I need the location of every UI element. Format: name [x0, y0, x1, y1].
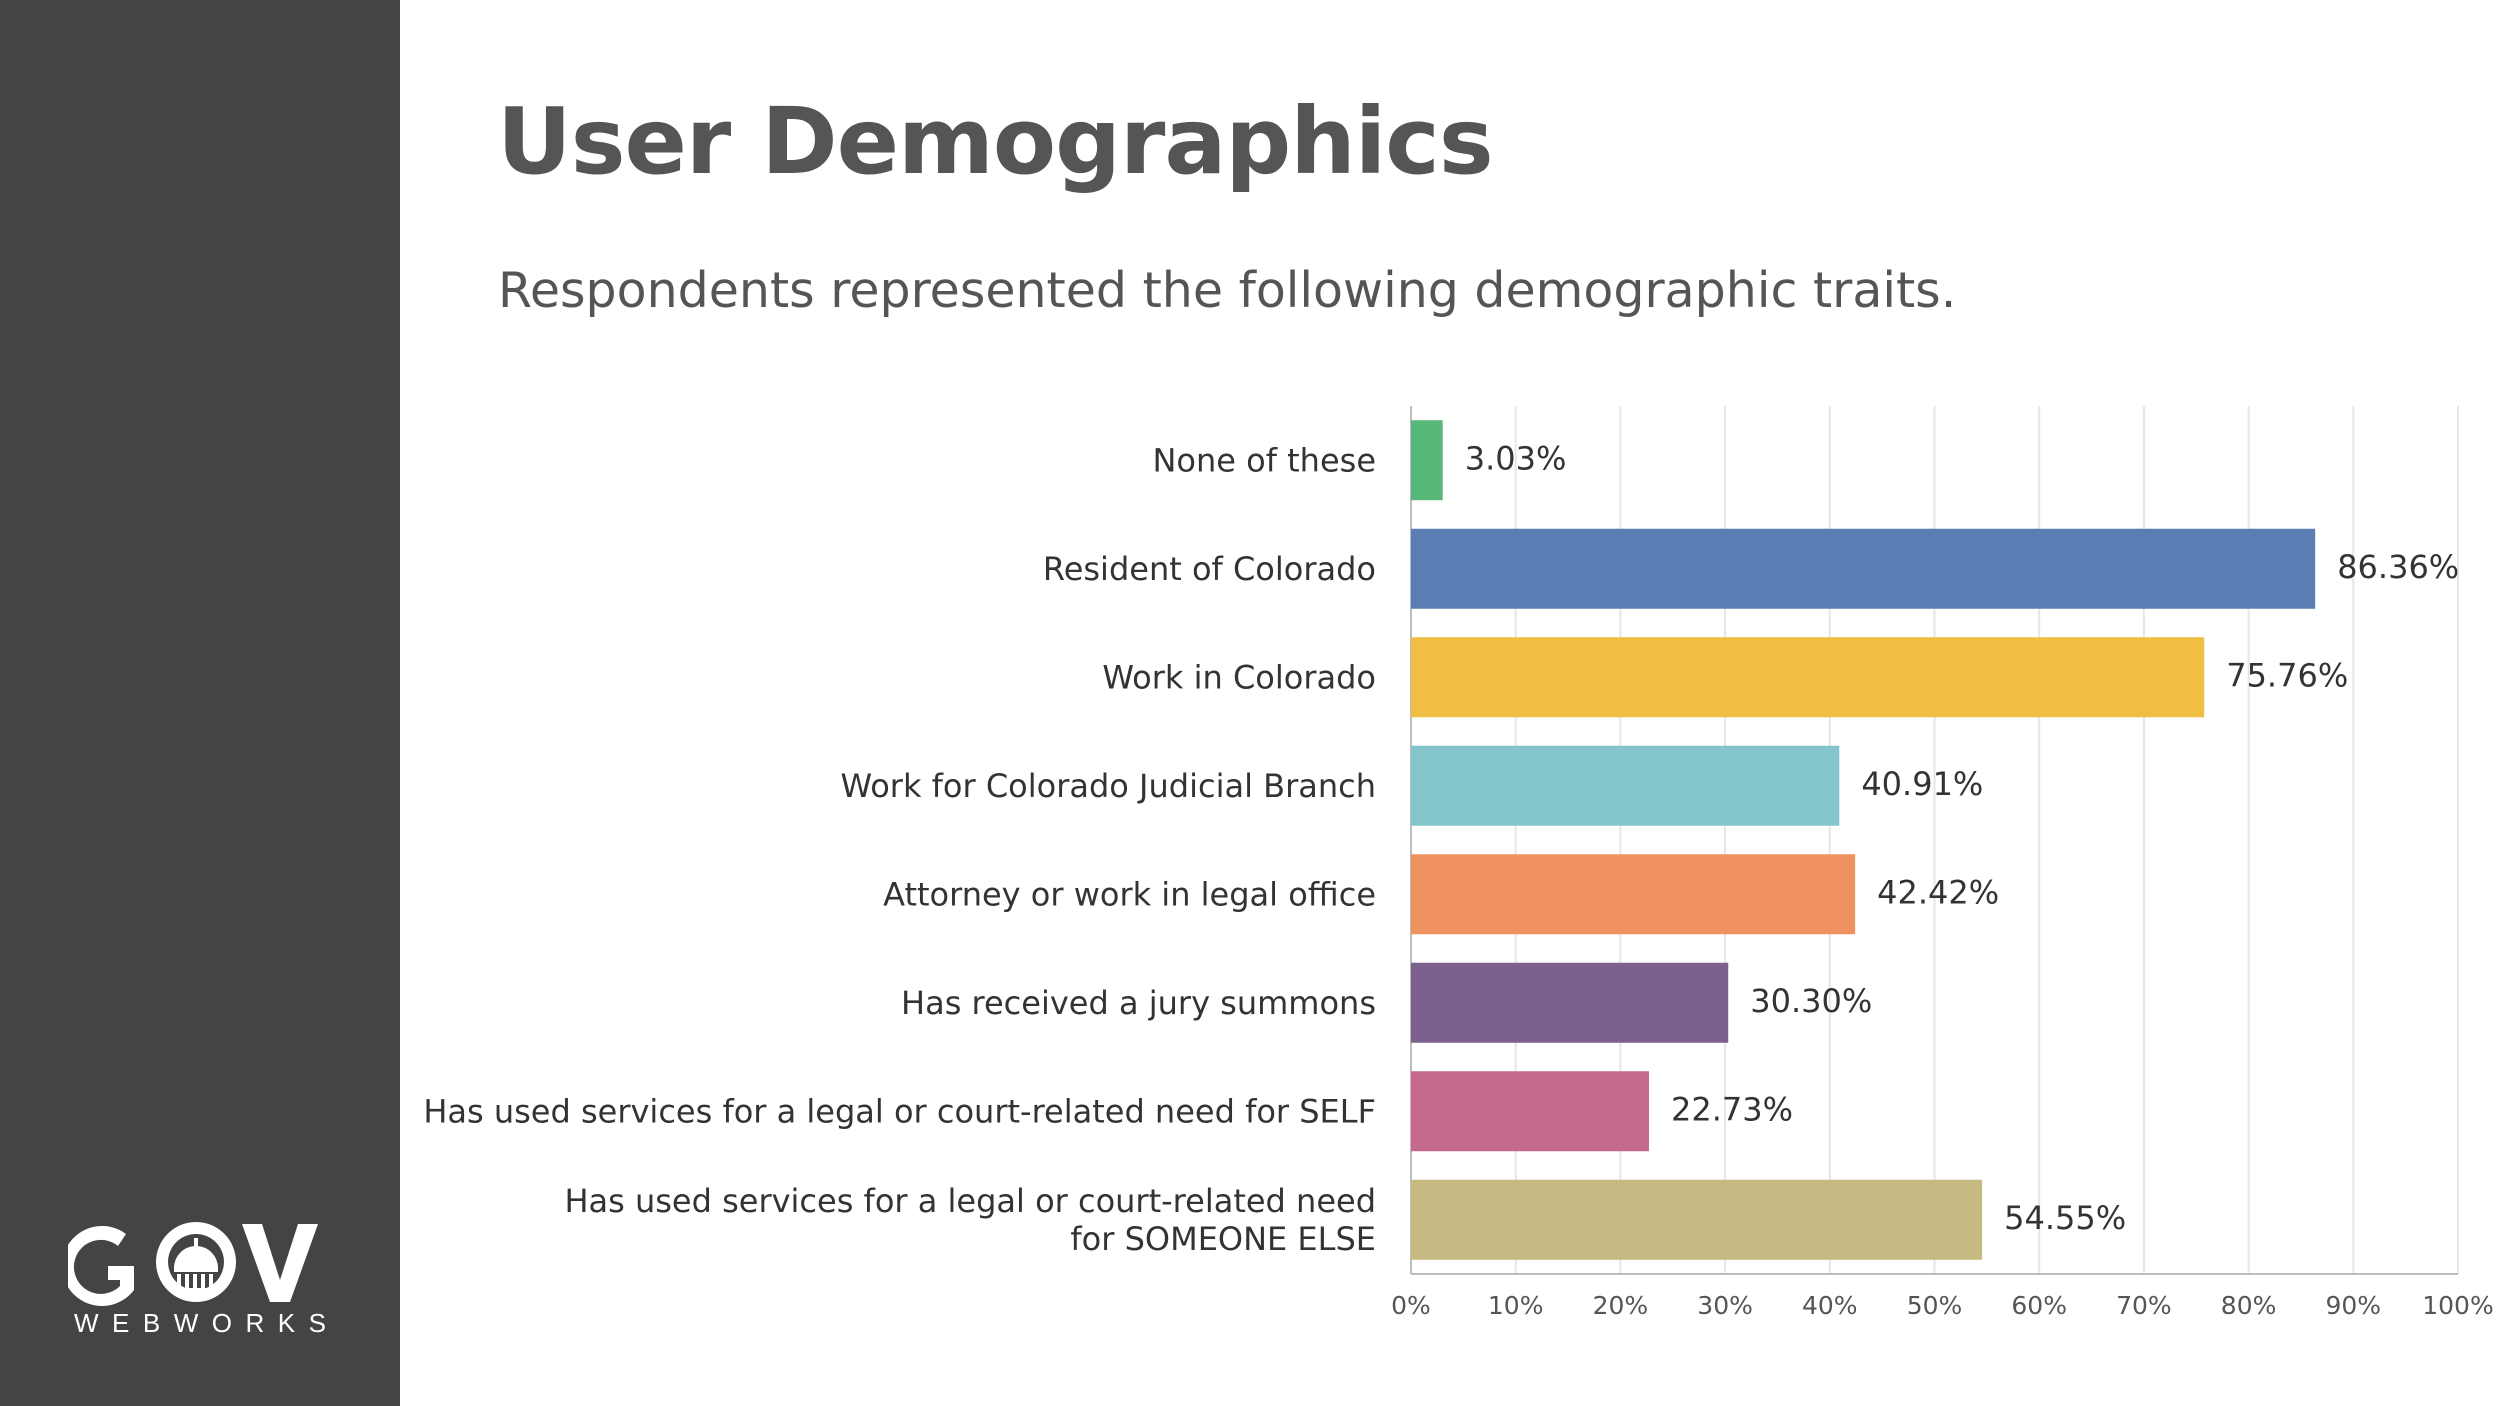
x-tick-label: 40% [1802, 1291, 1858, 1320]
x-tick-label: 70% [2116, 1291, 2172, 1320]
value-label: 54.55% [2004, 1199, 2126, 1237]
category-label: for SOMEONE ELSE [1070, 1220, 1376, 1258]
category-label: Resident of Colorado [1043, 550, 1376, 588]
bar [1411, 854, 1856, 935]
category-label: Has used services for a legal or court-r… [423, 1092, 1376, 1130]
x-tick-label: 100% [2422, 1291, 2493, 1320]
page-title: User Demographics [497, 88, 1494, 195]
value-label: 22.73% [1671, 1090, 1793, 1128]
capitol-dome-icon: WEBWORKS [68, 1222, 328, 1338]
bar [1411, 420, 1443, 501]
x-tick-label: 0% [1391, 1291, 1431, 1320]
sidebar: WEBWORKS [0, 0, 400, 1406]
svg-text:WEBWORKS: WEBWORKS [74, 1308, 328, 1338]
bar [1411, 637, 2205, 718]
page-subtitle: Respondents represented the following de… [498, 262, 1957, 319]
x-tick-label: 50% [1907, 1291, 1963, 1320]
category-label: Work in Colorado [1102, 658, 1376, 696]
value-label: 86.36% [2337, 548, 2459, 586]
x-tick-label: 90% [2326, 1291, 2382, 1320]
bar [1411, 745, 1840, 826]
x-tick-label: 80% [2221, 1291, 2277, 1320]
bar [1411, 1179, 1983, 1260]
x-tick-label: 60% [2011, 1291, 2067, 1320]
x-tick-label: 10% [1488, 1291, 1544, 1320]
value-label: 75.76% [2226, 656, 2348, 694]
bar [1411, 528, 2316, 609]
value-label: 42.42% [1877, 873, 1999, 911]
category-label: Attorney or work in legal office [883, 875, 1376, 913]
x-tick-label: 20% [1593, 1291, 1649, 1320]
value-label: 3.03% [1465, 439, 1567, 477]
category-label: Has received a jury summons [901, 984, 1376, 1022]
category-label: Work for Colorado Judicial Branch [840, 767, 1376, 805]
category-label: None of these [1152, 441, 1376, 479]
bar [1411, 962, 1729, 1043]
gov-webworks-logo: WEBWORKS [68, 1218, 328, 1338]
value-label: 30.30% [1750, 982, 1872, 1020]
value-label: 40.91% [1861, 765, 1983, 803]
bar [1411, 1071, 1649, 1152]
x-tick-label: 30% [1697, 1291, 1753, 1320]
category-label: Has used services for a legal or court-r… [564, 1182, 1376, 1220]
